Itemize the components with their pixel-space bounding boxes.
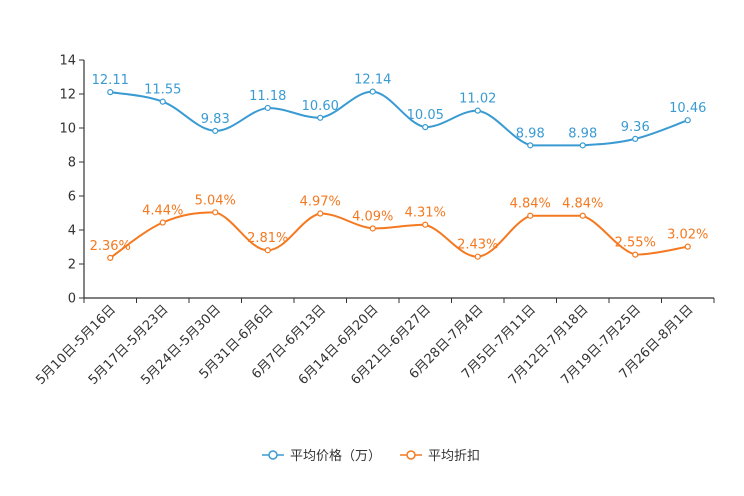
data-label: 12.11	[92, 73, 129, 88]
data-label: 2.36%	[90, 239, 131, 254]
data-point[interactable]	[474, 107, 481, 114]
data-label: 3.02%	[667, 228, 708, 243]
data-point[interactable]	[212, 209, 219, 216]
data-label: 9.36	[621, 120, 650, 135]
legend-marker-icon	[406, 450, 416, 460]
data-label: 2.43%	[457, 238, 498, 253]
data-point[interactable]	[579, 142, 586, 149]
series-line-1	[110, 90, 689, 147]
y-tick-label: 6	[68, 190, 76, 205]
data-point[interactable]	[107, 89, 114, 96]
data-label: 10.05	[407, 108, 444, 123]
legend-item-1[interactable]: 平均价格（万）	[262, 448, 381, 464]
data-label: 5.04%	[195, 193, 236, 208]
data-label: 11.55	[144, 83, 181, 98]
series-layer	[107, 88, 691, 261]
data-label: 4.97%	[300, 195, 341, 210]
data-point[interactable]	[159, 98, 166, 105]
data-label: 10.46	[669, 101, 706, 116]
y-tick-label: 10	[59, 122, 76, 137]
data-label: 4.09%	[352, 209, 393, 224]
data-point[interactable]	[527, 142, 534, 149]
data-point[interactable]	[684, 243, 691, 250]
data-point[interactable]	[264, 247, 271, 254]
y-tick-label: 14	[59, 54, 76, 69]
data-point[interactable]	[422, 124, 429, 131]
data-label: 2.81%	[247, 231, 288, 246]
data-point[interactable]	[579, 212, 586, 219]
data-point[interactable]	[369, 225, 376, 232]
data-label: 4.84%	[510, 197, 551, 212]
y-tick-label: 12	[59, 88, 76, 103]
data-label: 11.18	[249, 89, 286, 104]
data-point[interactable]	[264, 104, 271, 112]
legend: 平均价格（万） 平均折扣	[262, 448, 480, 464]
data-label-layer: 12.11 11.55 9.83 11.18 10.60 12.14 10.05 11.02 8…	[90, 73, 709, 254]
data-label: 2.55%	[615, 236, 656, 251]
legend-marker-icon	[268, 450, 278, 460]
data-point[interactable]	[107, 254, 114, 261]
data-label: 11.02	[459, 92, 496, 107]
legend-label: 平均折扣	[428, 449, 480, 464]
data-point[interactable]	[684, 117, 691, 124]
y-tick-label: 2	[68, 258, 76, 273]
y-tick-label: 4	[68, 224, 76, 239]
data-point[interactable]	[317, 210, 324, 217]
series-line-2	[109, 211, 688, 259]
data-label: 8.98	[568, 126, 597, 141]
legend-label: 平均价格（万）	[290, 448, 381, 464]
data-label: 8.98	[516, 126, 545, 141]
data-point[interactable]	[632, 251, 639, 258]
y-tick-label: 8	[68, 156, 76, 171]
data-point[interactable]	[632, 135, 639, 142]
y-tick-label: 0	[68, 292, 76, 307]
data-point[interactable]	[159, 219, 166, 226]
data-label: 4.31%	[405, 206, 446, 221]
data-point[interactable]	[317, 114, 324, 121]
data-point[interactable]	[212, 127, 219, 134]
data-label: 10.60	[302, 99, 339, 114]
data-label: 4.84%	[562, 197, 603, 212]
data-point[interactable]	[527, 212, 534, 219]
legend-item-2[interactable]: 平均折扣	[400, 449, 480, 464]
data-point[interactable]	[369, 88, 376, 95]
data-label: 9.83	[201, 112, 230, 127]
data-label: 12.14	[354, 73, 391, 88]
data-point[interactable]	[474, 253, 481, 260]
data-point[interactable]	[422, 221, 429, 228]
data-label: 4.44%	[142, 204, 183, 219]
